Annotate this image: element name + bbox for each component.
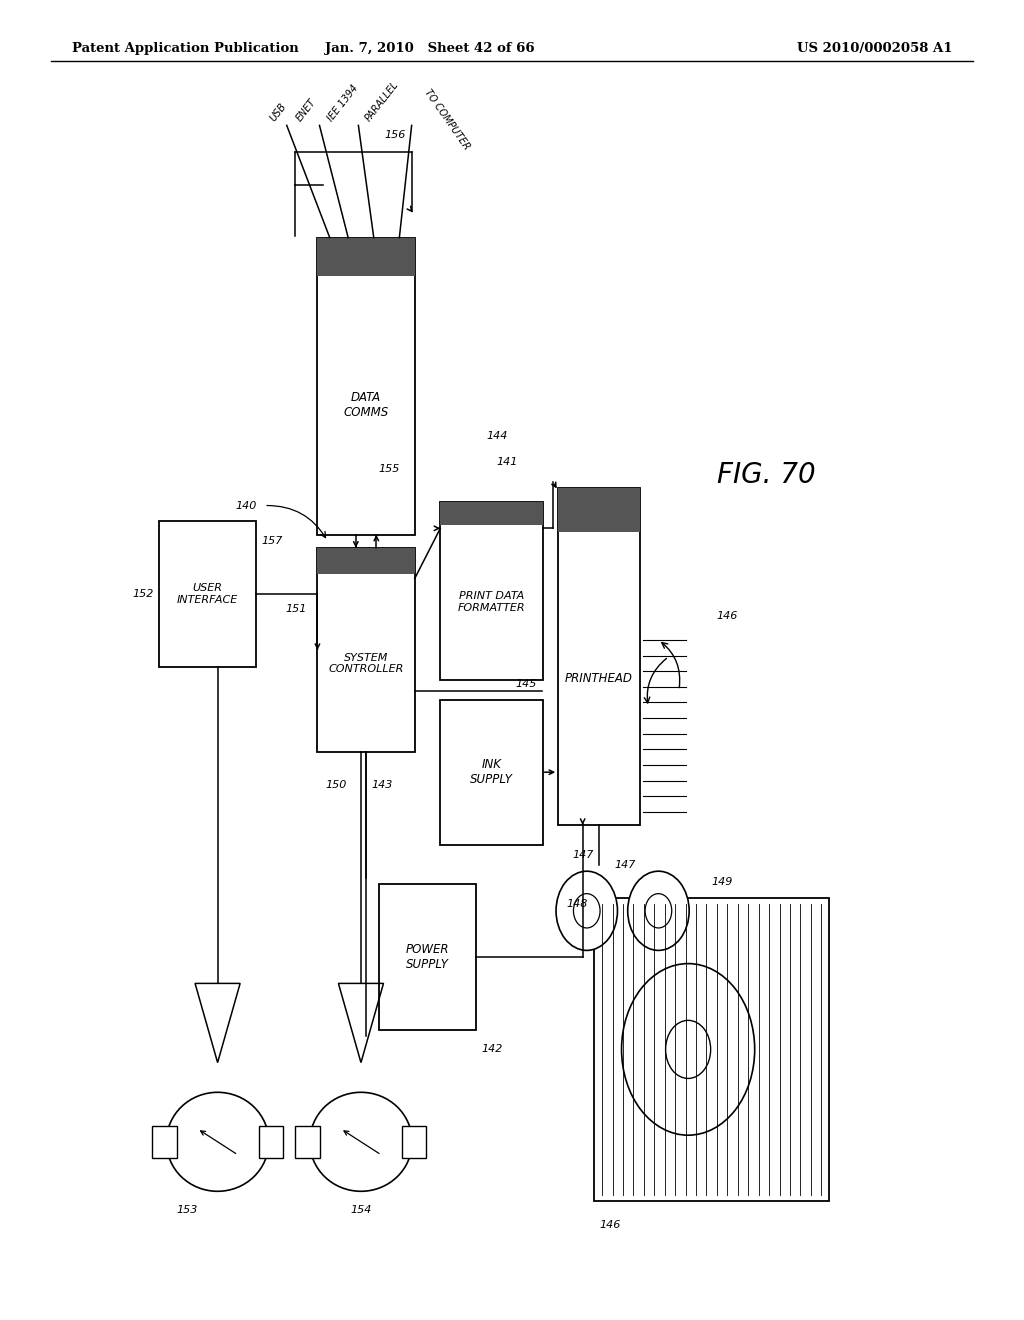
Text: SYSTEM
CONTROLLER: SYSTEM CONTROLLER	[329, 652, 403, 675]
Text: 147: 147	[614, 859, 636, 870]
Bar	[594, 898, 829, 1201]
Text: 151: 151	[286, 603, 307, 614]
Text: USER
INTERFACE: USER INTERFACE	[177, 583, 238, 605]
Bar	[379, 884, 476, 1030]
Text: 147: 147	[572, 850, 594, 861]
Bar	[317, 238, 415, 535]
Text: IEE 1394: IEE 1394	[326, 83, 360, 123]
Bar	[558, 488, 640, 532]
Bar	[401, 1126, 426, 1158]
Text: 157: 157	[261, 536, 283, 546]
Circle shape	[556, 871, 617, 950]
Text: INK
SUPPLY: INK SUPPLY	[470, 758, 513, 787]
Bar	[317, 238, 415, 276]
Text: POWER
SUPPLY: POWER SUPPLY	[406, 942, 450, 972]
Text: 141: 141	[497, 457, 518, 467]
Text: 154: 154	[350, 1205, 372, 1216]
Text: Jan. 7, 2010   Sheet 42 of 66: Jan. 7, 2010 Sheet 42 of 66	[326, 42, 535, 55]
Text: 149: 149	[712, 876, 733, 887]
Text: 156: 156	[384, 129, 406, 140]
Bar	[440, 502, 543, 680]
Bar	[159, 521, 256, 667]
Text: PRINT DATA
FORMATTER: PRINT DATA FORMATTER	[458, 591, 525, 612]
Text: 148: 148	[566, 899, 588, 909]
Text: 155: 155	[379, 463, 400, 474]
Bar	[258, 1126, 283, 1158]
Text: PARALLEL: PARALLEL	[364, 79, 400, 123]
Bar	[558, 488, 640, 825]
Ellipse shape	[167, 1092, 268, 1191]
Text: 144: 144	[486, 430, 508, 441]
Text: 145: 145	[515, 678, 537, 689]
Circle shape	[628, 871, 689, 950]
Text: 140: 140	[236, 500, 257, 511]
Text: 152: 152	[132, 589, 154, 599]
Text: ENET: ENET	[295, 96, 318, 123]
Bar	[440, 700, 543, 845]
Text: 153: 153	[177, 1205, 198, 1216]
Text: US 2010/0002058 A1: US 2010/0002058 A1	[797, 42, 952, 55]
Circle shape	[622, 964, 755, 1135]
Text: DATA
COMMS: DATA COMMS	[343, 392, 389, 420]
Text: Patent Application Publication: Patent Application Publication	[72, 42, 298, 55]
Text: TO COMPUTER: TO COMPUTER	[422, 87, 471, 152]
Text: 143: 143	[371, 780, 392, 791]
Bar	[317, 548, 415, 752]
Text: 146: 146	[717, 611, 738, 622]
Bar	[440, 502, 543, 525]
Text: 146: 146	[599, 1220, 621, 1230]
Text: USB: USB	[268, 100, 289, 123]
Text: 150: 150	[326, 780, 346, 791]
Text: 142: 142	[481, 1044, 503, 1055]
Bar	[153, 1126, 177, 1158]
Text: PRINTHEAD: PRINTHEAD	[565, 672, 633, 685]
Text: FIG. 70: FIG. 70	[717, 461, 815, 490]
Bar	[317, 548, 415, 574]
Ellipse shape	[309, 1092, 412, 1191]
Bar	[295, 1126, 319, 1158]
